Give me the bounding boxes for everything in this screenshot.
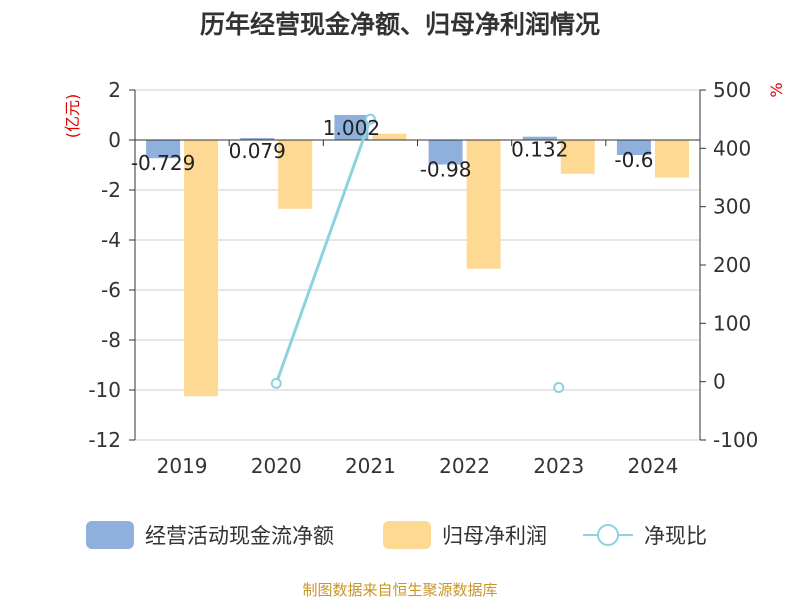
ratio-line [270, 113, 565, 393]
category-label: 2024 [627, 454, 678, 478]
right-tick-label: -100 [713, 428, 758, 452]
cash-flow-data-label: -0.729 [131, 151, 195, 175]
left-axis-unit: (亿元) [63, 94, 82, 139]
legend-label: 归母净利润 [442, 524, 547, 548]
cash-flow-bar [334, 114, 369, 140]
net-profit-bar [466, 140, 501, 269]
category-label: 2023 [533, 454, 584, 478]
data-labels: -0.729 0.079 1.002 -0.98 0.132 -0.6 [131, 116, 654, 182]
source-note: 制图数据来自恒生聚源数据库 [302, 581, 497, 599]
net-profit-bar [560, 140, 595, 174]
net-profit-bar [184, 140, 219, 397]
net-profit-bar [278, 140, 313, 209]
right-tick-label: 100 [713, 311, 751, 335]
net-profit-bar [372, 133, 407, 140]
right-tick-label: 500 [713, 78, 751, 102]
cash-flow-data-label: 1.002 [323, 116, 380, 140]
legend-label: 净现比 [644, 524, 707, 548]
left-tick-label: -10 [88, 378, 121, 402]
category-label: 2019 [157, 454, 208, 478]
cash-flow-bar [240, 138, 275, 140]
axes: 2 0 -2 -4 -6 -8 -10 -12 500 400 300 200 100 0 -100 2019… [63, 78, 786, 478]
cash-flow-data-label: 0.079 [229, 139, 286, 163]
cash-flow-bar [428, 140, 463, 165]
category-label: 2022 [439, 454, 490, 478]
cash-flow-data-label: 0.132 [511, 138, 568, 162]
right-tick-label: 300 [713, 195, 751, 219]
right-tick-label: 0 [713, 370, 726, 394]
bars [146, 114, 689, 397]
ratio-segment [274, 118, 372, 384]
left-tick-label: -12 [88, 428, 121, 452]
cash-flow-data-label: -0.6 [614, 148, 653, 172]
left-tick-label: 0 [108, 128, 121, 152]
legend-label: 经营活动现金流净额 [145, 524, 334, 548]
legend-item-cash-flow: 经营活动现金流净额 [86, 521, 334, 549]
cash-flow-data-label: -0.98 [420, 158, 472, 182]
legend-swatch [86, 521, 134, 549]
ratio-point [270, 377, 282, 389]
cash-flow-bar [522, 136, 557, 140]
right-axis-unit: % [767, 82, 786, 97]
cash-flow-bar [616, 140, 651, 155]
category-label: 2021 [345, 454, 396, 478]
right-tick-label: 400 [713, 136, 751, 160]
right-tick-label: 200 [713, 253, 751, 277]
net-profit-bar [654, 140, 689, 178]
category-label: 2020 [251, 454, 302, 478]
ratio-point [553, 382, 565, 393]
legend-swatch [383, 521, 431, 549]
left-tick-label: -2 [101, 178, 121, 202]
chart-title: 历年经营现金净额、归母净利润情况 [200, 10, 600, 39]
legend[interactable]: 经营活动现金流净额 归母净利润 净现比 [86, 521, 707, 549]
ratio-point [364, 113, 376, 125]
legend-item-ratio: 净现比 [583, 524, 707, 548]
left-tick-label: -8 [101, 328, 121, 352]
left-tick-label: -6 [101, 278, 121, 302]
legend-item-net-profit: 归母净利润 [383, 521, 547, 549]
left-tick-label: -4 [101, 228, 121, 252]
cash-flow-bar [146, 140, 181, 159]
left-tick-label: 2 [108, 78, 121, 102]
legend-marker [597, 524, 619, 546]
